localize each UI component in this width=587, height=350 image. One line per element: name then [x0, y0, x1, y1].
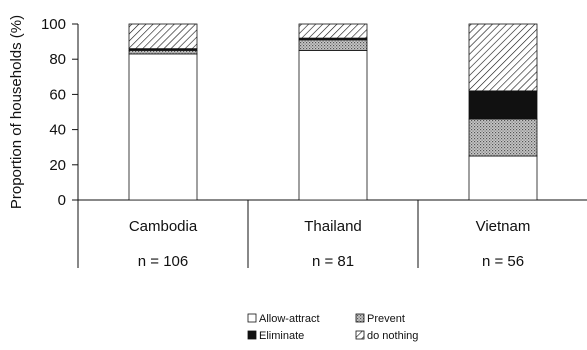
legend-label: Prevent [367, 313, 405, 325]
bar-segment [298, 50, 368, 201]
legend-label: Eliminate [259, 330, 304, 342]
bar-segment [468, 118, 538, 157]
legend-swatch [355, 330, 365, 340]
legend-swatch [247, 330, 257, 340]
sample-size-label: n = 81 [312, 253, 354, 270]
bar-segment [468, 90, 538, 120]
legend-label: Allow-attract [259, 313, 320, 325]
bar-segment [128, 50, 198, 55]
bar-segment [468, 155, 538, 201]
legend-swatch [355, 313, 365, 323]
y-axis-label: Proportion of households (%) [8, 15, 25, 209]
sample-size-label: n = 106 [138, 253, 188, 270]
legend: Allow-attract Prevent Eliminate do nothing [247, 313, 418, 342]
y-tick-label: 80 [49, 51, 66, 68]
category-label: Cambodia [129, 218, 198, 235]
y-tick-label: 40 [49, 122, 66, 139]
bar-segment [128, 53, 198, 201]
category-label: Thailand [304, 218, 362, 235]
bar-segment [128, 23, 198, 50]
bar-segment [468, 23, 538, 92]
y-tick-label: 20 [49, 157, 66, 174]
category-labels: Cambodia n = 106 Thailand n = 81 Vietnam n = … [129, 218, 531, 270]
bar-segment [298, 23, 368, 39]
legend-label: do nothing [367, 330, 418, 342]
sample-size-label: n = 56 [482, 253, 524, 270]
legend-swatch [247, 313, 257, 323]
y-tick-label: 60 [49, 86, 66, 103]
category-label: Vietnam [476, 218, 531, 235]
bar-segment [298, 39, 368, 51]
bars [128, 23, 538, 201]
y-tick-label: 100 [41, 16, 66, 33]
y-tick-label: 0 [58, 192, 66, 209]
